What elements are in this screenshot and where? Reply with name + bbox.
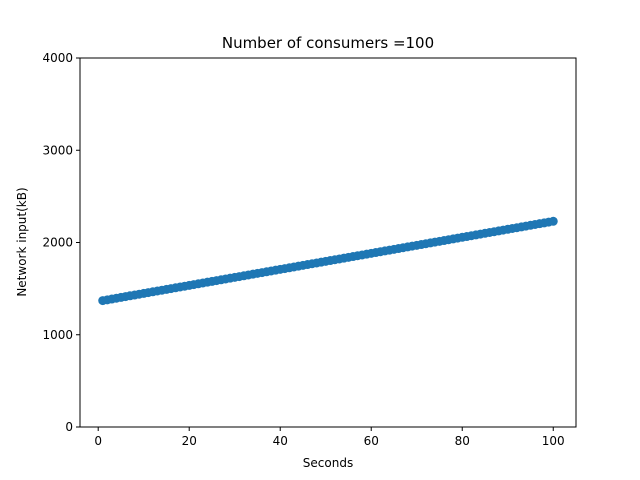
x-tick-label: 100: [542, 434, 565, 448]
y-tick-label: 1000: [42, 328, 73, 342]
data-point: [548, 216, 558, 226]
scatter-series: [98, 216, 558, 306]
y-axis-label: Network input(kB): [15, 187, 29, 296]
y-tick-label: 3000: [42, 143, 73, 157]
x-tick-label: 0: [94, 434, 102, 448]
y-tick-label: 0: [65, 420, 73, 434]
y-tick-label: 4000: [42, 51, 73, 65]
x-tick-label: 80: [455, 434, 470, 448]
x-tick-label: 40: [273, 434, 288, 448]
y-tick-label: 2000: [42, 236, 73, 250]
x-tick-label: 60: [364, 434, 379, 448]
chart-title: Number of consumers =100: [222, 34, 434, 52]
x-axis-label: Seconds: [303, 456, 353, 470]
x-tick-label: 20: [182, 434, 197, 448]
y-axis: 0 1000 2000 3000 4000: [42, 51, 80, 434]
plot-frame: [79, 57, 577, 428]
x-axis: 0 20 40 60 80 100: [94, 427, 565, 448]
